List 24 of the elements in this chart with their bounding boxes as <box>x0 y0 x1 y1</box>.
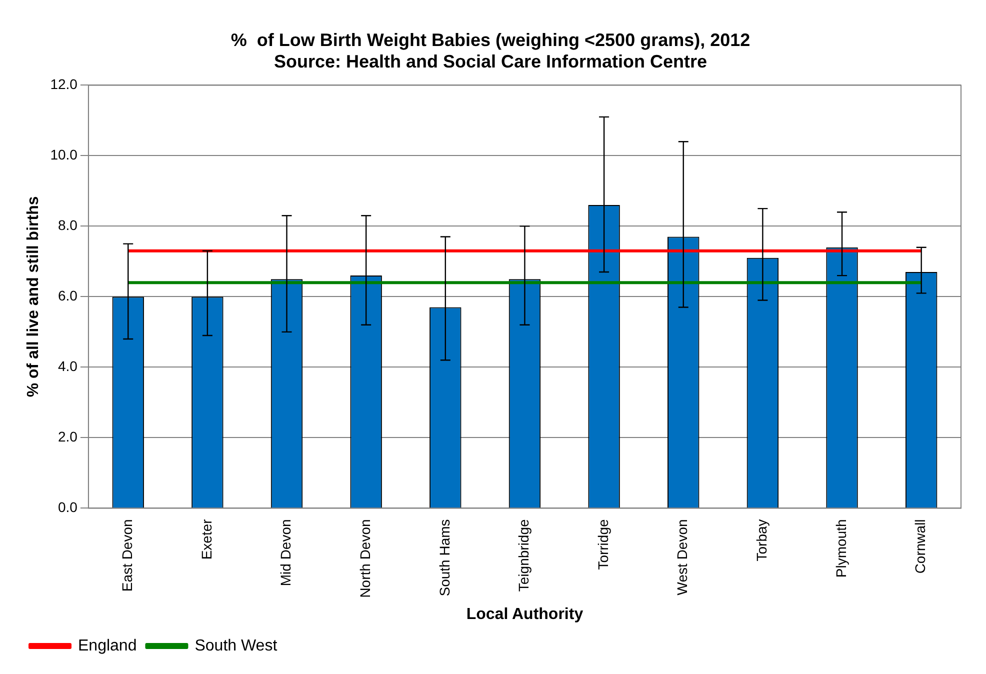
x-tick-label: Exeter <box>198 518 214 560</box>
chart-title: % of Low Birth Weight Babies (weighing <2500 grams), 2012 <box>230 30 750 50</box>
y-tick-label: 10.0 <box>50 146 78 163</box>
y-tick-label: 2.0 <box>58 428 78 445</box>
y-tick-label: 0.0 <box>58 499 78 516</box>
x-tick-label: Mid Devon <box>278 519 294 586</box>
y-axis-title: % of all live and still births <box>25 196 42 398</box>
x-tick-label: Torbay <box>754 519 770 562</box>
x-tick-label: Teignbridge <box>516 519 532 592</box>
x-tick-label: Plymouth <box>832 519 849 578</box>
legend-label: South West <box>194 637 278 654</box>
y-tick-label: 12.0 <box>50 76 78 92</box>
y-tick-label: 4.0 <box>58 358 78 374</box>
x-tick-label: Torridge <box>594 519 611 570</box>
x-tick-label: West Devon <box>674 519 690 596</box>
legend-label: England <box>78 637 137 654</box>
chart-subtitle: Source: Health and Social Care Information Centre <box>274 51 708 72</box>
x-axis-title: Local Authority <box>466 606 584 623</box>
x-tick-label: South Hams <box>436 519 452 596</box>
x-tick-label: Cornwall <box>912 519 928 574</box>
x-tick-label: North Devon <box>356 519 373 598</box>
y-tick-label: 8.0 <box>58 217 78 234</box>
y-tick-label: 6.0 <box>58 288 78 304</box>
x-tick-label: East Devon <box>118 519 135 592</box>
